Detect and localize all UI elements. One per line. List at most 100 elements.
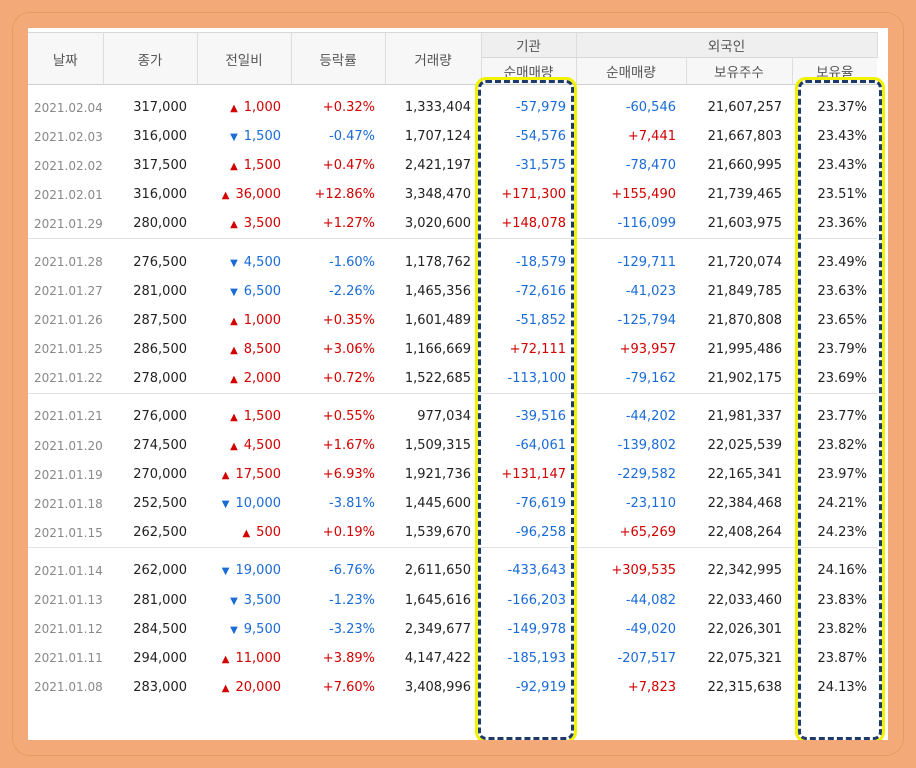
cell-foreign-net-value: +7,441 — [627, 129, 676, 145]
cell-date: 2021.01.20 — [28, 431, 103, 460]
cell-change-value: 17,500 — [235, 467, 282, 483]
cell-foreign-ratio-value: 23.37% — [817, 100, 868, 116]
cell-foreign-net-value: -207,517 — [617, 650, 676, 666]
triangle-up-icon: ▲ — [230, 344, 238, 356]
cell-change-value: 19,000 — [235, 563, 282, 579]
cell-volume: 1,166,669 — [385, 335, 481, 364]
cell-foreign-net: -207,517 — [576, 644, 686, 673]
table-row: 2021.01.13 281,000 ▼ 3,500 -1.23% 1,645,616 -1… — [28, 586, 877, 615]
triangle-up-icon: ▲ — [221, 190, 230, 202]
cell-change: ▼ 6,500 — [197, 277, 291, 306]
cell-volume-value: 2,611,650 — [404, 563, 471, 579]
header-rate: 등락률 — [291, 32, 386, 85]
cell-change-value: 6,500 — [243, 283, 281, 299]
cell-foreign-ratio: 23.69% — [792, 364, 877, 394]
cell-rate-value: +6.93% — [322, 467, 375, 483]
table-row: 2021.02.04 317,000 ▲ 1,000 +0.32% 1,333,404 -5… — [28, 93, 877, 122]
cell-foreign-net: +7,823 — [576, 673, 686, 702]
triangle-up-icon: ▲ — [230, 219, 238, 231]
cell-foreign-ratio: 23.36% — [792, 209, 877, 239]
cell-volume: 2,349,677 — [385, 615, 481, 644]
triangle-up-icon: ▲ — [221, 682, 230, 694]
cell-institution-net-value: -57,979 — [515, 100, 566, 116]
cell-foreign-shares: 21,667,803 — [686, 122, 792, 151]
cell-close-value: 262,000 — [133, 563, 187, 579]
cell-close: 280,000 — [103, 209, 197, 239]
cell-close: 286,500 — [103, 335, 197, 364]
cell-close: 283,000 — [103, 673, 197, 702]
cell-volume-value: 4,147,422 — [404, 650, 471, 666]
table-row: 2021.01.26 287,500 ▲ 1,000 +0.35% 1,601,489 -5… — [28, 306, 877, 335]
table-body: 2021.02.04 317,000 ▲ 1,000 +0.32% 1,333,404 -5… — [28, 85, 878, 702]
cell-foreign-net-value: -116,099 — [617, 216, 676, 232]
cell-institution-net-value: -31,575 — [515, 158, 566, 174]
cell-institution-net: -149,978 — [481, 615, 576, 644]
cell-institution-net: -166,203 — [481, 586, 576, 615]
triangle-down-icon: ▼ — [230, 257, 238, 269]
group-divider — [28, 392, 878, 402]
cell-foreign-shares-value: 22,026,301 — [707, 621, 782, 637]
cell-change: ▲ 20,000 — [197, 673, 291, 702]
cell-date-value: 2021.01.21 — [34, 409, 103, 424]
cell-institution-net: +171,300 — [481, 180, 576, 209]
header-institution-net: 순매매량 — [481, 57, 577, 85]
cell-institution-net-value: -76,619 — [515, 496, 566, 512]
table-row: 2021.02.03 316,000 ▼ 1,500 -0.47% 1,707,124 -5… — [28, 122, 877, 151]
cell-change: ▲ 1,500 — [197, 402, 291, 431]
cell-foreign-shares-value: 21,902,175 — [707, 370, 782, 386]
triangle-up-icon: ▲ — [230, 103, 238, 115]
cell-date: 2021.02.03 — [28, 122, 103, 151]
cell-date: 2021.02.02 — [28, 151, 103, 180]
cell-foreign-shares: 22,384,468 — [686, 489, 792, 518]
cell-volume: 1,601,489 — [385, 306, 481, 335]
cell-date: 2021.01.12 — [28, 615, 103, 644]
cell-foreign-ratio-value: 23.97% — [817, 467, 868, 483]
cell-volume: 1,465,356 — [385, 277, 481, 306]
cell-change: ▲ 1,500 — [197, 151, 291, 180]
cell-institution-net-value: -18,579 — [515, 254, 566, 270]
cell-foreign-net-value: -44,202 — [625, 408, 676, 424]
cell-foreign-net-value: -60,546 — [625, 100, 676, 116]
cell-institution-net: -96,258 — [481, 518, 576, 548]
cell-foreign-ratio: 24.13% — [792, 673, 877, 702]
table-row: 2021.02.01 316,000 ▲ 36,000 +12.86% 3,348,470… — [28, 180, 877, 209]
cell-date-value: 2021.01.20 — [34, 438, 103, 453]
cell-date: 2021.01.18 — [28, 489, 103, 518]
cell-foreign-net-value: -129,711 — [617, 254, 676, 270]
cell-foreign-shares-value: 22,408,264 — [707, 525, 782, 541]
cell-foreign-net: -44,202 — [576, 402, 686, 431]
cell-institution-net-value: -51,852 — [515, 312, 566, 328]
table-row: 2021.01.12 284,500 ▼ 9,500 -3.23% 2,349,677 -1… — [28, 615, 877, 644]
cell-foreign-net: -139,802 — [576, 431, 686, 460]
cell-date-value: 2021.01.18 — [34, 496, 103, 511]
cell-institution-net-value: -149,978 — [507, 621, 566, 637]
cell-date: 2021.01.13 — [28, 586, 103, 615]
cell-rate: +3.06% — [291, 335, 385, 364]
cell-rate-value: +0.35% — [322, 312, 375, 328]
cell-rate: +0.32% — [291, 93, 385, 122]
cell-rate: +3.89% — [291, 644, 385, 673]
cell-date-value: 2021.01.22 — [34, 371, 103, 386]
cell-foreign-ratio: 24.21% — [792, 489, 877, 518]
table-row: 2021.01.25 286,500 ▲ 8,500 +3.06% 1,166,669 +7… — [28, 335, 877, 364]
cell-foreign-net: +65,269 — [576, 518, 686, 548]
cell-rate-value: -0.47% — [329, 129, 375, 145]
cell-institution-net-value: -113,100 — [507, 370, 566, 386]
header-spacer — [28, 85, 877, 94]
cell-change: ▲ 1,000 — [197, 93, 291, 122]
cell-close: 316,000 — [103, 122, 197, 151]
cell-institution-net: -39,516 — [481, 402, 576, 431]
cell-foreign-net: -78,470 — [576, 151, 686, 180]
cell-foreign-net-value: -44,082 — [625, 592, 676, 608]
cell-foreign-shares: 22,408,264 — [686, 518, 792, 548]
cell-rate-value: +7.60% — [322, 679, 375, 695]
cell-change-value: 1,500 — [243, 408, 281, 424]
cell-foreign-shares: 21,902,175 — [686, 364, 792, 394]
cell-institution-net: -185,193 — [481, 644, 576, 673]
cell-date-value: 2021.02.04 — [34, 100, 103, 115]
cell-close-value: 283,000 — [133, 679, 187, 695]
cell-rate: +0.47% — [291, 151, 385, 180]
cell-volume: 3,020,600 — [385, 209, 481, 239]
cell-change-value: 20,000 — [235, 679, 282, 695]
cell-institution-net: -113,100 — [481, 364, 576, 394]
